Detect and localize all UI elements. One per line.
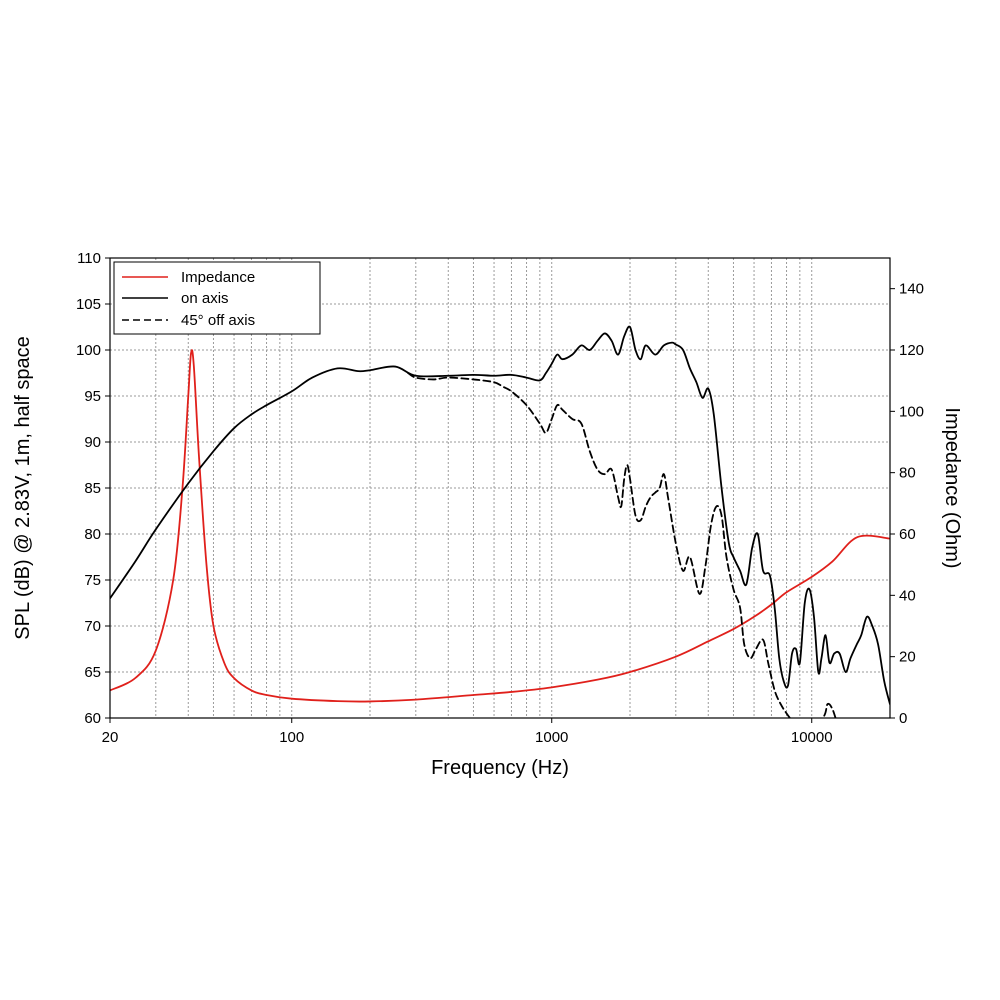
y2-tick-label: 60: [899, 526, 916, 543]
grid: [110, 258, 890, 718]
ticks: 60 65 70 75 80 85 90 95 100 105 110 0 20 40 60 80 100 120…: [76, 250, 924, 746]
y2-tick-label: 0: [899, 710, 907, 727]
y-tick-label: 100: [76, 342, 101, 359]
y-tick-label: 75: [84, 572, 101, 589]
y2-tick-label: 100: [899, 403, 924, 420]
legend-label-impedance: Impedance: [181, 269, 255, 286]
legend-label-on-axis: on axis: [181, 290, 229, 307]
y-tick-label: 85: [84, 480, 101, 497]
y2-axis-title: Impedance (Ohm): [941, 407, 963, 568]
y-tick-label: 110: [77, 250, 101, 267]
x-axis-title: Frequency (Hz): [431, 757, 569, 779]
legend: Impedance on axis 45° off axis: [113, 261, 321, 335]
y-tick-label: 95: [84, 388, 101, 405]
series-on-axis: [110, 325, 890, 706]
y-tick-label: 90: [84, 434, 101, 451]
series-impedance: [110, 349, 890, 703]
y-tick-label: 60: [84, 710, 101, 727]
x-tick-label: 1000: [535, 729, 568, 746]
y-tick-label: 80: [84, 526, 101, 543]
legend-label-off-axis: 45° off axis: [181, 312, 255, 329]
y-tick-label: 105: [76, 296, 101, 313]
y-axis-title: SPL (dB) @ 2.83V, 1m, half space: [12, 336, 34, 639]
y-tick-label: 70: [84, 618, 101, 635]
x-tick-label: 100: [279, 729, 304, 746]
y2-tick-label: 140: [899, 281, 924, 298]
x-tick-label: 10000: [791, 729, 833, 746]
series-off-axis: [407, 372, 837, 718]
y2-tick-label: 20: [899, 649, 916, 666]
y-tick-label: 65: [84, 664, 101, 681]
y2-tick-label: 80: [899, 465, 916, 482]
y2-tick-label: 40: [899, 587, 916, 604]
y2-tick-label: 120: [899, 342, 924, 359]
series-layer: [110, 325, 890, 718]
x-tick-label: 20: [102, 729, 119, 746]
